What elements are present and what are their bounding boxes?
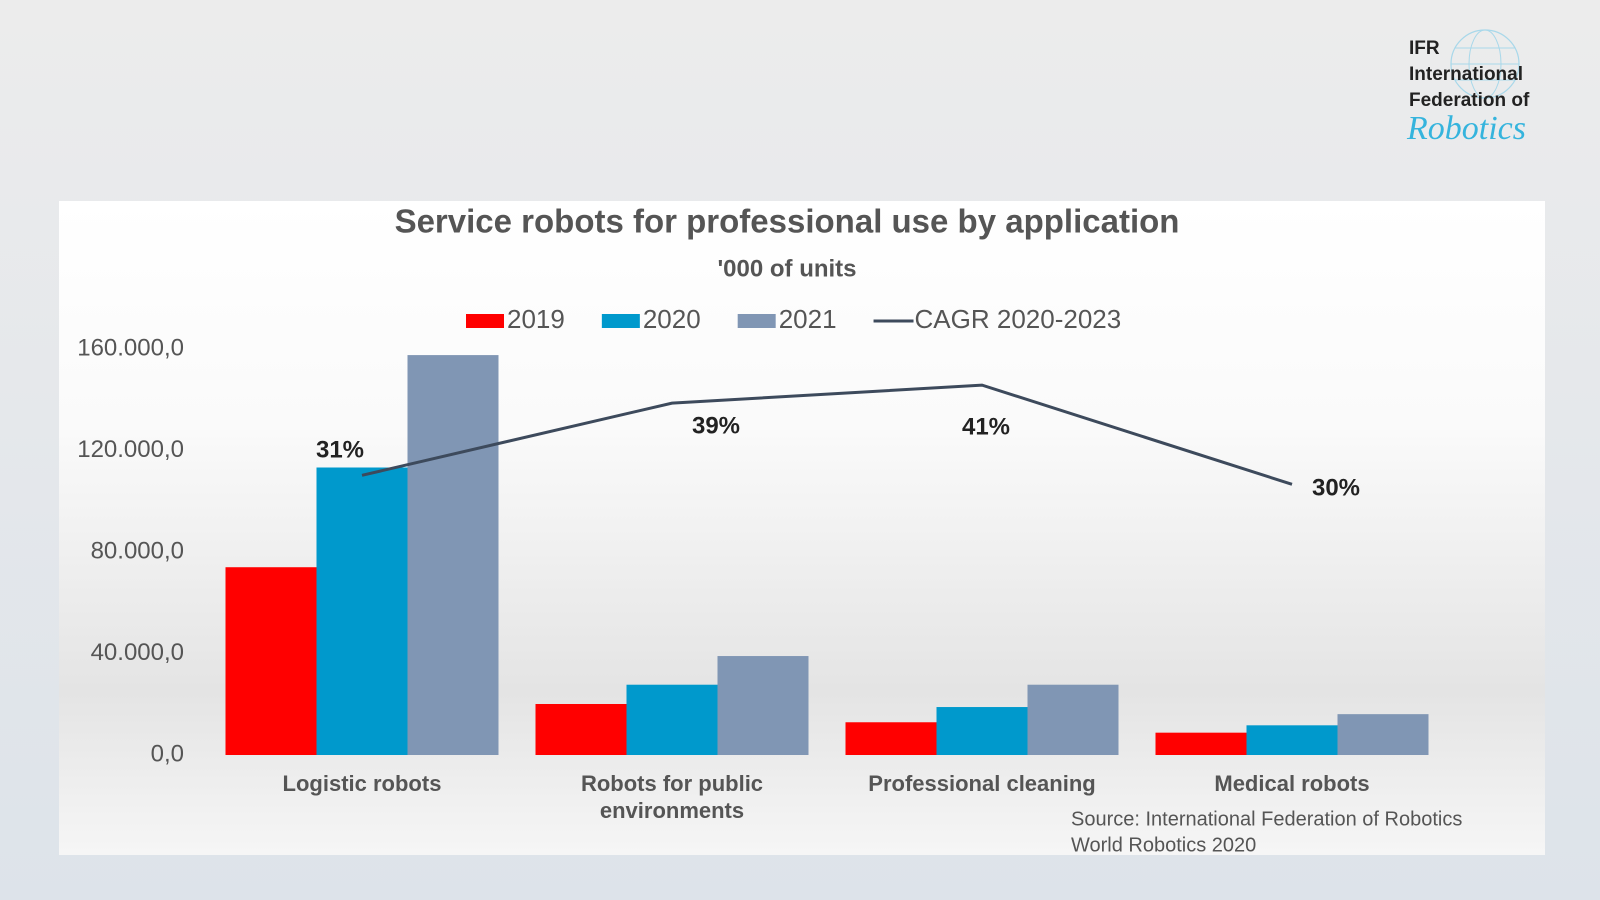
bar: [936, 707, 1028, 755]
bar: [845, 722, 937, 755]
legend-label: CAGR 2020-2023: [915, 304, 1122, 334]
logo-text: International: [1409, 64, 1523, 85]
line: [361, 383, 1293, 486]
y-tick-label: 40.000,0: [91, 639, 184, 666]
bar: [1027, 684, 1119, 755]
y-tick-label: 120.000,0: [77, 436, 184, 463]
bar: [626, 684, 718, 755]
data-label: 39%: [692, 412, 740, 439]
logo-script: Robotics: [1406, 110, 1526, 147]
legend-swatch: [737, 314, 776, 328]
x-tick-label: Logistic robots: [282, 771, 442, 796]
bar: [1246, 725, 1338, 755]
bar: [1155, 732, 1247, 755]
y-tick-label: 80.000,0: [91, 537, 184, 564]
legend-label: 2019: [507, 304, 565, 334]
legend-swatch: [601, 314, 640, 328]
chart-panel: [59, 201, 1545, 855]
bar: [535, 703, 627, 755]
data-label: 41%: [962, 413, 1010, 440]
x-tick-label: Professional cleaning: [868, 771, 1096, 796]
bar: [316, 467, 408, 755]
y-tick-label: 160.000,0: [77, 334, 184, 361]
source: World Robotics 2020: [1071, 834, 1256, 856]
legend-label: 2020: [643, 304, 701, 334]
legend-label: 2021: [779, 304, 837, 334]
bar: [1337, 714, 1429, 755]
chart-title: Service robots for professional use by a…: [395, 203, 1180, 240]
x-tick-label: Medical robots: [1214, 771, 1370, 796]
data-label: 30%: [1312, 475, 1360, 502]
x-tick-label: Robots for public environments: [580, 771, 764, 823]
y-tick-label: 0,0: [151, 740, 184, 767]
source: Source: International Federation of Robo…: [1071, 808, 1462, 830]
bar: [225, 567, 317, 755]
logo-text: Federation of: [1409, 90, 1530, 111]
legend-swatch: [466, 314, 504, 328]
logo-text: IFR: [1409, 38, 1440, 59]
chart-subtitle: '000 of units: [717, 255, 856, 282]
data-label: 31%: [316, 437, 364, 464]
bar: [717, 656, 809, 755]
bar: [407, 355, 499, 755]
